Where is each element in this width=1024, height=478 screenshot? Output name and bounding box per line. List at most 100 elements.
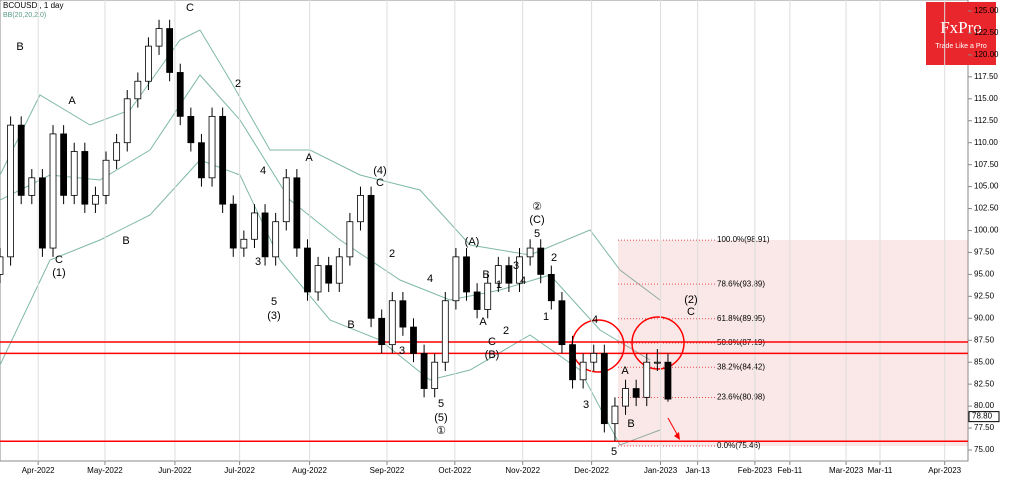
wave-label: 4 <box>260 165 266 177</box>
candle-body <box>282 177 290 223</box>
wave-label: (4) <box>373 165 386 177</box>
candle-body <box>505 265 513 284</box>
y-tick-label: 80.00 <box>974 401 995 410</box>
candle-body <box>102 159 110 196</box>
candle-body <box>261 212 269 258</box>
candle-body <box>251 212 258 240</box>
y-tick-label: 97.50 <box>974 248 995 257</box>
candle-body <box>134 80 142 100</box>
wave-label: 2 <box>389 248 395 260</box>
y-tick-label: 90.00 <box>974 313 995 322</box>
x-tick-label: Dec-2022 <box>574 466 609 475</box>
wave-label: A <box>479 316 487 328</box>
x-tick-label: May-2022 <box>87 466 123 475</box>
y-tick-label: 117.50 <box>974 72 998 81</box>
candle-body <box>208 115 216 179</box>
candle-body <box>452 256 460 302</box>
wave-label: 1 <box>219 190 225 202</box>
x-tick-label: Jul-2022 <box>224 466 255 475</box>
candle-body <box>399 300 407 328</box>
candle-body <box>463 256 470 293</box>
logo <box>926 2 996 65</box>
wave-label: (3) <box>267 310 280 322</box>
y-tick-label: 87.50 <box>974 335 995 344</box>
y-tick-label: 122.50 <box>974 28 999 37</box>
candle-body <box>441 300 449 363</box>
wave-label: A <box>621 365 629 377</box>
y-tick-label: 112.50 <box>974 116 998 125</box>
candle-body <box>516 256 523 284</box>
wave-label: A <box>305 152 313 164</box>
x-tick-label: Jan-13 <box>685 466 710 475</box>
candle-body <box>145 45 152 82</box>
candle-body <box>600 353 608 425</box>
candle-body <box>410 326 417 354</box>
candle-body <box>367 194 375 319</box>
fib-box <box>618 240 968 446</box>
wave-label: 3 <box>399 345 405 357</box>
chart-title: BCOUSD , 1 day <box>3 1 63 10</box>
wave-label: 5 <box>611 446 617 458</box>
wave-label: 5 <box>534 228 540 240</box>
wave-label: ② <box>532 201 542 213</box>
arrow-head <box>674 432 680 440</box>
x-tick-label: Aug-2022 <box>292 466 327 475</box>
wave-label: (5) <box>434 412 447 424</box>
x-tick-label: Apr-2023 <box>928 466 961 475</box>
candle-body <box>346 221 354 258</box>
candle-body <box>632 388 640 398</box>
candle-body <box>579 361 587 381</box>
candle-body <box>113 142 121 161</box>
wave-label: B <box>122 235 129 247</box>
y-tick-label: 102.50 <box>974 204 999 213</box>
x-tick-label: Mar-11 <box>868 466 893 475</box>
candle-body <box>219 115 227 205</box>
indicator-label: BB(20,20,2.0) <box>3 12 46 19</box>
candle-body <box>325 265 333 284</box>
arrow <box>667 417 679 437</box>
wave-label: B <box>16 41 23 53</box>
candle-body <box>60 133 68 196</box>
candle-body <box>569 344 576 381</box>
candle-body <box>643 361 651 398</box>
wave-label: (B) <box>485 349 500 361</box>
wave-label: C <box>376 177 384 189</box>
y-tick-label: 77.50 <box>974 423 995 432</box>
candle-body <box>420 353 428 389</box>
candle-body <box>229 203 237 249</box>
wave-label: B <box>347 319 354 331</box>
logo-tagline: Trade Like a Pro <box>935 43 987 50</box>
candle-body <box>431 361 439 389</box>
candle-body <box>39 177 46 249</box>
candle-body <box>7 124 15 258</box>
wave-label: 3 <box>583 399 589 411</box>
y-tick-label: 85.00 <box>974 357 995 366</box>
y-tick-label: 100.00 <box>974 226 999 235</box>
wave-label: 3 <box>255 256 261 268</box>
wave-label: 5 <box>271 296 277 308</box>
x-tick-label: Apr-2022 <box>22 466 55 475</box>
wave-label: B <box>627 418 634 430</box>
y-tick-label: 75.00 <box>974 445 995 454</box>
fib-label: 100.0%(98.91) <box>717 235 770 244</box>
x-tick-label: Feb-11 <box>777 466 802 475</box>
candle-body <box>272 221 280 258</box>
wave-label: 4 <box>520 275 526 287</box>
wave-label: (C) <box>529 214 544 226</box>
candle-body <box>473 291 481 310</box>
candle-body <box>590 353 598 363</box>
x-tick-label: Oct-2022 <box>438 466 471 475</box>
candle-body <box>176 72 184 117</box>
candle-body <box>558 300 566 346</box>
wave-label: (1) <box>52 267 65 279</box>
fib-label: 23.6%(80.98) <box>717 393 765 402</box>
candle-body <box>622 388 629 407</box>
candle-body <box>611 405 619 425</box>
wave-label: 3 <box>513 260 519 272</box>
x-tick-label: Jun-2022 <box>158 466 192 475</box>
candle-body <box>70 151 78 196</box>
candle-body <box>81 151 89 205</box>
candle-body <box>304 247 311 293</box>
last-price-label: 78.80 <box>972 412 993 421</box>
